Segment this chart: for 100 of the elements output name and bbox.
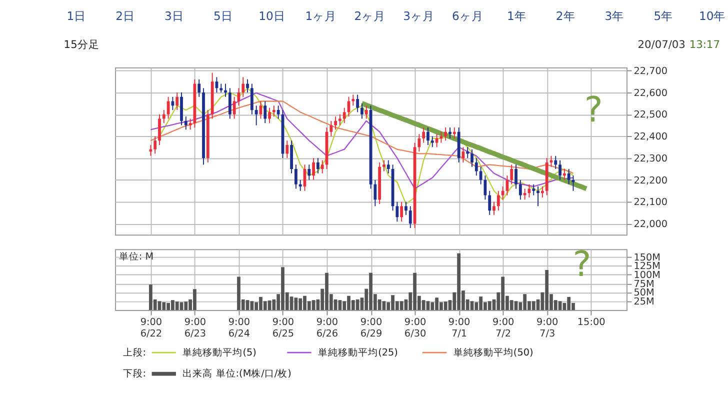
bar <box>263 301 267 310</box>
legend-label: 単純移動平均(25) <box>318 346 398 358</box>
bar <box>184 302 188 310</box>
bar <box>312 300 316 310</box>
candlestick <box>554 155 558 170</box>
candlestick <box>496 190 500 212</box>
y-tick-label: 22,100 <box>634 197 668 208</box>
candlestick <box>386 160 390 174</box>
bar <box>444 302 448 310</box>
legend-label: 単純移動平均(50) <box>453 346 534 358</box>
bar <box>510 300 514 310</box>
bar <box>470 301 474 310</box>
candlestick <box>501 186 504 200</box>
candlestick <box>470 148 474 168</box>
candlestick <box>479 166 482 185</box>
bar <box>175 302 179 310</box>
x-tick-label: 9:00 6/26 <box>316 317 338 340</box>
text: 3年 <box>604 8 624 23</box>
candlestick <box>184 116 188 130</box>
bar <box>246 300 250 310</box>
legend-label: 出来高 単位:(M株/口/枚) <box>182 368 292 380</box>
y-tick-label: 22,000 <box>634 219 668 230</box>
candlestick <box>356 94 360 113</box>
candlestick <box>532 184 536 196</box>
candlestick <box>540 186 544 198</box>
text: 2日 <box>116 8 135 23</box>
bar <box>356 299 360 310</box>
candlestick <box>418 134 421 152</box>
text: 2ヶ月 <box>354 8 386 23</box>
candlestick <box>422 126 426 144</box>
y-tick-label: 22,700 <box>634 66 668 78</box>
legend-label: 単純移動平均(5) <box>182 346 256 358</box>
candlestick <box>154 136 157 154</box>
text: 20/07/03 <box>638 38 686 52</box>
candlestick <box>330 120 333 137</box>
candlestick <box>452 126 456 139</box>
x-tick-label: 9:00 6/23 <box>184 317 206 340</box>
candlestick <box>374 179 377 207</box>
candlestick <box>536 186 540 207</box>
bar <box>382 301 386 310</box>
bar <box>532 301 536 310</box>
x-tick-label: 9:00 7/3 <box>536 317 558 340</box>
candlestick <box>176 92 179 110</box>
candlestick <box>567 168 570 185</box>
candlestick <box>320 160 324 174</box>
candlestick <box>523 188 526 200</box>
candlestick <box>352 94 355 106</box>
x-tick-label: 9:00 6/24 <box>228 317 250 340</box>
candlestick <box>188 118 192 130</box>
candlestick <box>242 76 245 98</box>
legend-title: 上段: <box>122 346 146 358</box>
text: 13:17 <box>689 38 720 52</box>
text: 10年 <box>698 8 726 23</box>
candlestick <box>276 105 280 120</box>
text: 10日 <box>258 8 286 23</box>
annotation: ? <box>584 90 603 130</box>
bar <box>250 301 254 310</box>
candlestick <box>400 201 404 222</box>
y-axis-title: 単位: M <box>118 250 154 263</box>
candlestick <box>474 158 478 176</box>
candlestick <box>448 126 452 139</box>
x-tick-label: 9:00 6/25 <box>272 317 294 340</box>
candlestick <box>334 116 338 130</box>
candlestick <box>224 83 227 98</box>
y-tick-label: 22,600 <box>634 88 668 99</box>
candlestick <box>492 201 496 216</box>
candlestick <box>396 201 399 222</box>
candlestick <box>408 206 412 229</box>
legend-title: 下段: <box>122 368 146 380</box>
text: 3日 <box>164 8 184 23</box>
y-tick-label: 100M <box>634 270 661 281</box>
annotation: ? <box>572 245 592 286</box>
x-tick-label: 9:00 6/22 <box>140 317 162 340</box>
bar <box>400 301 404 310</box>
bar <box>180 302 184 310</box>
y-tick-label: 22,500 <box>634 110 668 121</box>
y-tick-label: 75M <box>634 278 654 290</box>
candlestick <box>338 114 342 126</box>
candlestick <box>198 78 201 98</box>
candlestick <box>286 140 289 159</box>
text: 15分足 <box>64 38 100 52</box>
candlestick <box>268 107 271 124</box>
candlestick <box>308 164 311 180</box>
candlestick <box>562 168 566 180</box>
y-tick-label: 125M <box>634 261 661 272</box>
text: 5日 <box>213 8 233 23</box>
candlestick <box>149 144 152 156</box>
candlestick <box>254 105 258 126</box>
candlestick <box>294 164 298 190</box>
bar <box>422 300 426 310</box>
x-tick-label: 15:00 <box>577 317 606 328</box>
candlestick <box>364 105 368 120</box>
y-tick-label: 50M <box>634 288 654 299</box>
text: 3ヶ月 <box>403 8 435 23</box>
bar <box>426 301 430 310</box>
x-tick-label: 9:00 6/29 <box>360 317 382 340</box>
bar <box>162 302 166 310</box>
candlestick <box>264 100 267 124</box>
candlestick <box>518 179 522 200</box>
candlestick <box>158 114 161 146</box>
